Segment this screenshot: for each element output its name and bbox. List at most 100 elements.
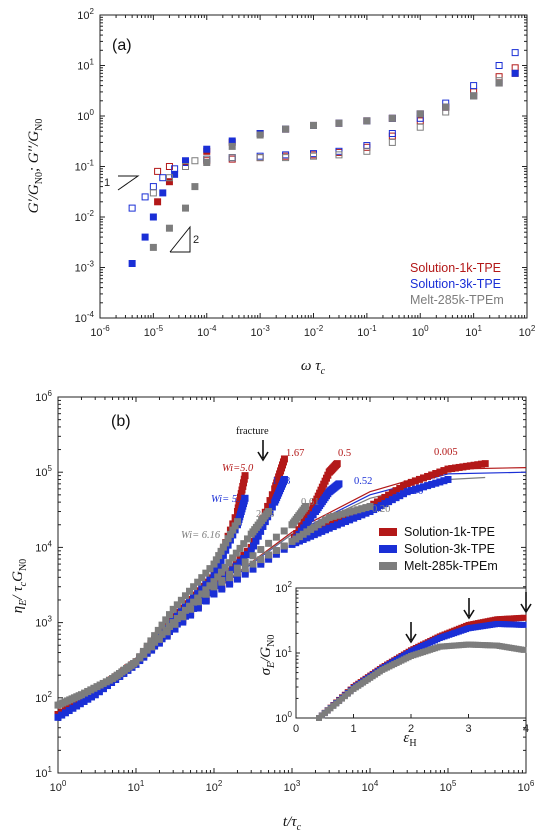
panel-b-point-series-7 [342,518,350,526]
panel-a-y-tick-label: 10-3 [75,260,95,275]
panel-b-point-series-8 [215,552,223,560]
panel-b-point-series-9 [265,508,273,516]
panel-b-point-series-7 [428,480,436,488]
panel-b-x-tick-label: 102 [206,779,223,794]
panel-b-point-series-4 [190,594,198,602]
panel-b-point-series-3 [396,484,404,492]
panel-b-point-series-0 [231,514,239,522]
panel-b-point-series-0 [241,472,249,480]
panel-b-point-series-3 [373,498,381,506]
panel-b-point-series-5 [103,682,111,690]
panel-b-point-series-9 [206,582,214,590]
panel-a-point-series-3 [171,165,179,173]
panel-b-point-series-4 [206,576,214,584]
panel-b-point-series-3 [385,491,393,499]
panel-b-label: (b) [111,413,131,430]
panel-b-point-series-7 [333,521,341,529]
panel-b-point-series-3 [342,513,350,521]
panel-b-point-series-11 [318,518,326,526]
panel-b-point-series-9 [198,590,206,598]
panel-b-point-series-9 [181,606,189,614]
panel-b-point-series-8 [162,616,170,624]
panel-b-point-series-11 [342,509,350,517]
panel-b-point-series-4 [219,551,227,559]
panel-b-point-series-8 [217,547,225,555]
panel-b-point-series-9 [190,598,198,606]
inset-arrow-2-icon [463,598,475,620]
panel-b-point-series-10 [140,650,148,658]
panel-b-point-series-8 [190,583,198,591]
panel-a-x-tick-label: 10-4 [197,324,217,339]
panel-b-point-series-7 [407,487,415,495]
panel-b-point-series-7 [377,502,385,510]
panel-b-point-series-0 [236,497,244,505]
wi-red-2: 1.67 [286,448,304,459]
panel-a-point-series-4 [282,125,290,133]
panel-b-point-series-5 [247,547,255,555]
panel-a-point-series-3 [228,154,236,162]
panel-b-point-series-6 [335,480,343,488]
panel-b-point-series-9 [151,638,159,646]
panel-b-point-series-5 [259,522,267,530]
panel-b-point-series-10 [132,658,140,666]
panel-b-point-series-7 [325,524,333,532]
panel-b-point-series-4 [76,700,84,708]
panel-b-point-series-6 [194,604,202,612]
panel-b-point-series-3 [420,474,428,482]
panel-a-legend: Solution-1k-TPE Solution-3k-TPE Melt-285… [410,261,504,307]
panel-a-point-series-4 [256,131,264,139]
panel-a-point-series-3 [149,183,157,191]
panel-b-point-series-3 [463,462,471,470]
slope-marker-1: 1 [104,175,140,191]
panel-b-point-series-7 [373,504,381,512]
panel-a-x-tick-label: 10-2 [304,324,324,339]
legend-b-solution-1k: Solution-1k-TPE [404,525,495,539]
panel-b-point-series-3 [337,515,345,523]
panel-b-point-series-7 [307,532,315,540]
panel-b-point-series-7 [385,498,393,506]
panel-b-y-tick-label: 103 [35,615,52,630]
panel-b-point-series-11 [272,547,280,555]
panel-b-point-series-10 [179,613,187,621]
panel-b-point-series-10 [202,590,210,598]
panel-b-point-series-7 [415,484,423,492]
panel-b-point-series-7 [432,479,440,487]
wi-blue-3: 0.52 [354,476,372,487]
panel-b-point-series-3 [392,487,400,495]
panel-b-point-series-10 [257,546,265,554]
panel-a-point-series-1 [363,143,371,151]
panel-b-point-series-5 [99,685,107,693]
legend-b-swatch-red [379,528,397,536]
panel-b-point-series-3 [448,465,456,473]
panel-b-point-series-11 [310,523,318,531]
panel-b: (b) 100 101 102 103 104 105 106101102103104105… [10,389,535,833]
panel-b-point-series-3 [407,478,415,486]
panel-b-point-series-6 [179,618,187,626]
panel-a-point-series-4 [495,79,503,87]
panel-b-point-series-6 [257,560,265,568]
panel-b-point-series-4 [58,711,66,719]
panel-a-x-tick-label: 10-6 [90,324,110,339]
panel-b-point-series-5 [91,691,99,699]
panel-b-point-series-7 [420,483,428,491]
panel-b-point-series-0 [237,490,245,498]
panel-b-point-series-7 [337,519,345,527]
panel-b-point-series-5 [257,527,265,535]
panel-a-points [128,49,519,268]
panel-b-point-series-3 [381,493,389,501]
panel-b-point-series-0 [238,486,246,494]
inset-y-tick-label: 100 [275,710,292,725]
panel-b-point-series-8 [231,522,239,530]
panel-b-point-series-9 [217,568,225,576]
panel-b-point-series-3 [388,489,396,497]
panel-b-point-series-7 [358,511,366,519]
panel-a-point-series-5 [442,108,450,116]
panel-b-point-series-6 [187,611,195,619]
panel-b-point-series-9 [165,623,173,631]
panel-b-points [54,455,489,721]
panel-b-point-series-1 [264,502,272,510]
panel-b-y-tick-label: 105 [35,464,52,479]
panel-b-point-series-3 [377,496,385,504]
panel-a-point-series-3 [141,193,149,201]
